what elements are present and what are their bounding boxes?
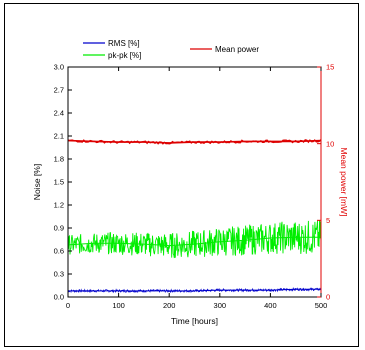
y-left-tick-label: 2.4	[54, 109, 64, 118]
y-right-tick-label: 10	[326, 139, 334, 148]
chart-frame: 0 100 200 300 400 500 0.0 0.3 0.6 0.9 1.2 1.5 1.8 2.1…	[4, 3, 359, 347]
y-left-tick-label: 0.9	[54, 224, 64, 233]
plot-area	[67, 66, 322, 298]
legend: RMS [%] pk-pk [%] Mean power	[83, 39, 259, 60]
series-noise-mean-power	[67, 139, 322, 145]
y-right-tick-label: 5	[326, 216, 330, 225]
y-left-tick-label: 0.3	[54, 270, 64, 279]
x-tick-label: 400	[264, 301, 277, 310]
x-tick-label: 300	[214, 301, 227, 310]
y-left-tick-label: 1.8	[54, 155, 64, 164]
y-left-tick-label: 2.7	[54, 86, 64, 95]
legend-label-mean-power: Mean power	[215, 45, 259, 54]
legend-label-pkpk: pk-pk [%]	[108, 51, 141, 60]
y-axis-right-label: Mean power [mW]	[339, 148, 349, 217]
y-left-tick-label: 1.2	[54, 201, 64, 210]
y-right-tick-label: 0	[326, 293, 330, 302]
y-left-tick-label: 0.0	[54, 293, 64, 302]
axes-layer	[67, 66, 322, 298]
y-left-tick-label: 3.0	[54, 63, 64, 72]
y-axis-left-label: Noise [%]	[32, 164, 42, 200]
x-tick-label: 0	[66, 301, 70, 310]
x-tick-label: 100	[112, 301, 125, 310]
x-tick-label: 500	[315, 301, 328, 310]
series-noise-rms	[67, 287, 322, 294]
legend-label-rms: RMS [%]	[108, 39, 140, 48]
y-left-tick-label: 0.6	[54, 247, 64, 256]
series-noise-pkpk	[67, 220, 322, 259]
x-axis-label: Time [hours]	[171, 316, 218, 326]
chart-svg: 0 100 200 300 400 5000.00.30.60.91.21.51.82.1…	[32, 39, 349, 326]
x-tick-label: 200	[163, 301, 176, 310]
y-right-tick-label: 15	[326, 63, 334, 72]
ticks-layer: 0 100 200 300 400 5000.00.30.60.91.21.51.82.1…	[54, 63, 335, 310]
series-layer	[67, 139, 322, 294]
y-left-tick-label: 1.5	[54, 178, 64, 187]
y-left-tick-label: 2.1	[54, 132, 64, 141]
